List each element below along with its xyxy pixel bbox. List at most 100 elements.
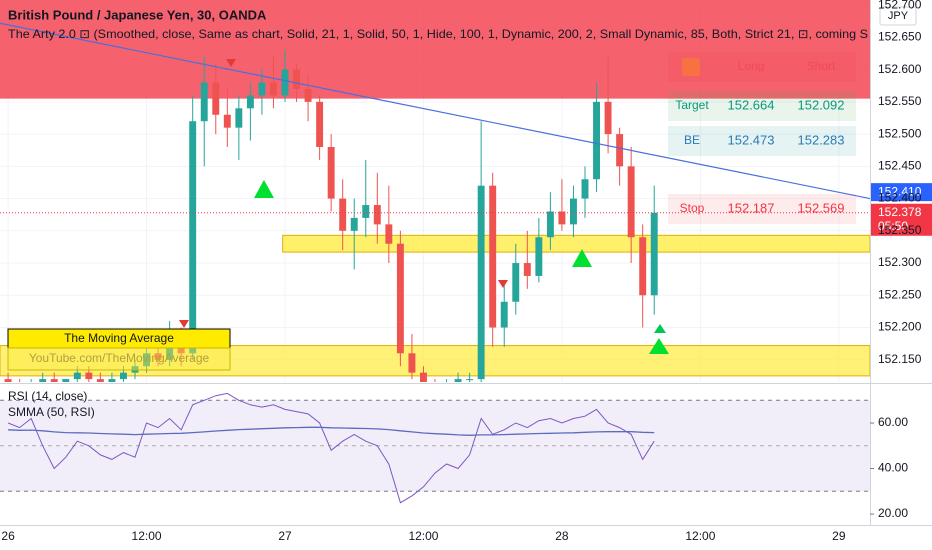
signal-up xyxy=(654,324,666,333)
candle-body xyxy=(327,146,335,199)
table-cell: 152.283 xyxy=(798,132,845,147)
zone xyxy=(282,234,870,253)
candle-body xyxy=(546,211,554,238)
y-tick-label: 152.250 xyxy=(878,287,922,301)
candle-body xyxy=(62,379,70,382)
y-tick-label: 152.650 xyxy=(878,30,922,44)
candle-body xyxy=(108,379,116,382)
candle-body xyxy=(512,263,520,302)
rsi-line xyxy=(7,392,655,504)
candle-body xyxy=(73,372,81,380)
candle-body xyxy=(604,101,612,135)
table-row-label: BE xyxy=(684,133,700,147)
watermark-url: YouTube.com/TheMovingAverage xyxy=(29,351,210,365)
y-tick-label: 152.700 xyxy=(878,0,922,11)
table-header: Long xyxy=(738,59,765,73)
candle-body xyxy=(143,353,150,367)
overlay: The Moving Average YouTube.com/TheMoving… xyxy=(7,6,932,419)
price-pane xyxy=(0,0,870,382)
candle-body xyxy=(454,379,462,382)
table-cell: 152.473 xyxy=(728,132,775,147)
x-tick-label: 26 xyxy=(1,529,15,543)
rsi-line xyxy=(8,426,655,436)
candle-body xyxy=(304,88,312,102)
candle-body xyxy=(223,114,231,128)
table-icon xyxy=(682,58,700,76)
candle-body xyxy=(558,211,566,225)
watermark-url-box xyxy=(7,347,231,371)
signal-down xyxy=(179,320,189,328)
smma-label: SMMA (50, RSI) xyxy=(8,405,95,419)
table-row-label: Target xyxy=(675,98,709,112)
chart-title: British Pound / Japanese Yen, 30, OANDA xyxy=(8,7,267,22)
candle-body xyxy=(593,101,600,180)
x-tick-label: 27 xyxy=(278,529,292,543)
candle-body xyxy=(246,95,254,109)
x-tick-label: 28 xyxy=(555,529,569,543)
candle-body xyxy=(500,301,508,328)
candle-body xyxy=(570,198,577,225)
candle-body xyxy=(85,372,93,380)
candle-body xyxy=(489,185,497,328)
candle-body xyxy=(396,243,404,354)
rsi-pane xyxy=(0,392,870,504)
y-tick-label: 152.600 xyxy=(878,62,922,76)
table-header-bg xyxy=(668,52,856,82)
x-tick-label: 29 xyxy=(832,529,846,543)
candle-body xyxy=(235,108,243,128)
x-tick-label: 12:00 xyxy=(132,529,162,543)
candle-body xyxy=(316,101,324,147)
y-tick-label: 20.00 xyxy=(878,506,908,520)
candle-body xyxy=(627,166,635,238)
currency-box[interactable] xyxy=(879,6,917,26)
x-tick-label: 12:00 xyxy=(685,529,715,543)
signal-up xyxy=(649,338,669,354)
candle-body xyxy=(96,379,104,382)
candle-body xyxy=(50,379,58,382)
candle-body xyxy=(200,82,208,122)
candle-body xyxy=(339,198,347,231)
watermark-title: The Moving Average xyxy=(64,331,174,345)
candle-body xyxy=(408,353,416,373)
table-cell: 152.092 xyxy=(798,97,845,112)
y-tick-label: 152.300 xyxy=(878,255,922,269)
candle-body xyxy=(120,372,127,380)
table-cell: 152.187 xyxy=(728,200,775,215)
trendline xyxy=(0,22,870,200)
signal-up xyxy=(254,180,274,198)
y-tick-label: 152.550 xyxy=(878,94,922,108)
candle-body xyxy=(131,366,139,373)
y-tick-label: 152.150 xyxy=(878,352,922,366)
zone xyxy=(0,0,870,99)
table-cell: 152.664 xyxy=(728,97,775,112)
price-tag-label: 152.410 xyxy=(878,184,922,198)
candle-body xyxy=(373,205,381,225)
candle-body xyxy=(270,82,277,96)
signal-down xyxy=(498,280,508,288)
signal-down xyxy=(226,59,236,67)
candle-body xyxy=(616,134,624,167)
y-tick-label: 152.500 xyxy=(878,126,922,140)
y-tick-label: 152.450 xyxy=(878,159,922,173)
y-tick-label: 60.00 xyxy=(878,415,908,429)
candle-body xyxy=(535,237,543,276)
candle-body xyxy=(350,217,358,231)
price-tag-label: 152.378 xyxy=(878,205,922,219)
table-row-bg xyxy=(668,194,856,224)
candle-body xyxy=(385,224,393,244)
candle-body xyxy=(293,69,300,89)
price-countdown: 05:50 xyxy=(878,219,908,233)
candle-body xyxy=(466,379,474,381)
candle-body xyxy=(420,372,427,382)
table-cell: 152.569 xyxy=(798,200,845,215)
table-header: Short xyxy=(807,59,836,73)
y-tick-label: 152.400 xyxy=(878,191,922,205)
candle-body xyxy=(650,212,658,296)
x-tick-label: 12:00 xyxy=(408,529,438,543)
candle-body xyxy=(258,82,266,96)
y-tick-label: 152.200 xyxy=(878,320,922,334)
currency: JPY xyxy=(888,10,909,22)
candle-body xyxy=(212,82,220,115)
candle-body xyxy=(477,185,485,380)
